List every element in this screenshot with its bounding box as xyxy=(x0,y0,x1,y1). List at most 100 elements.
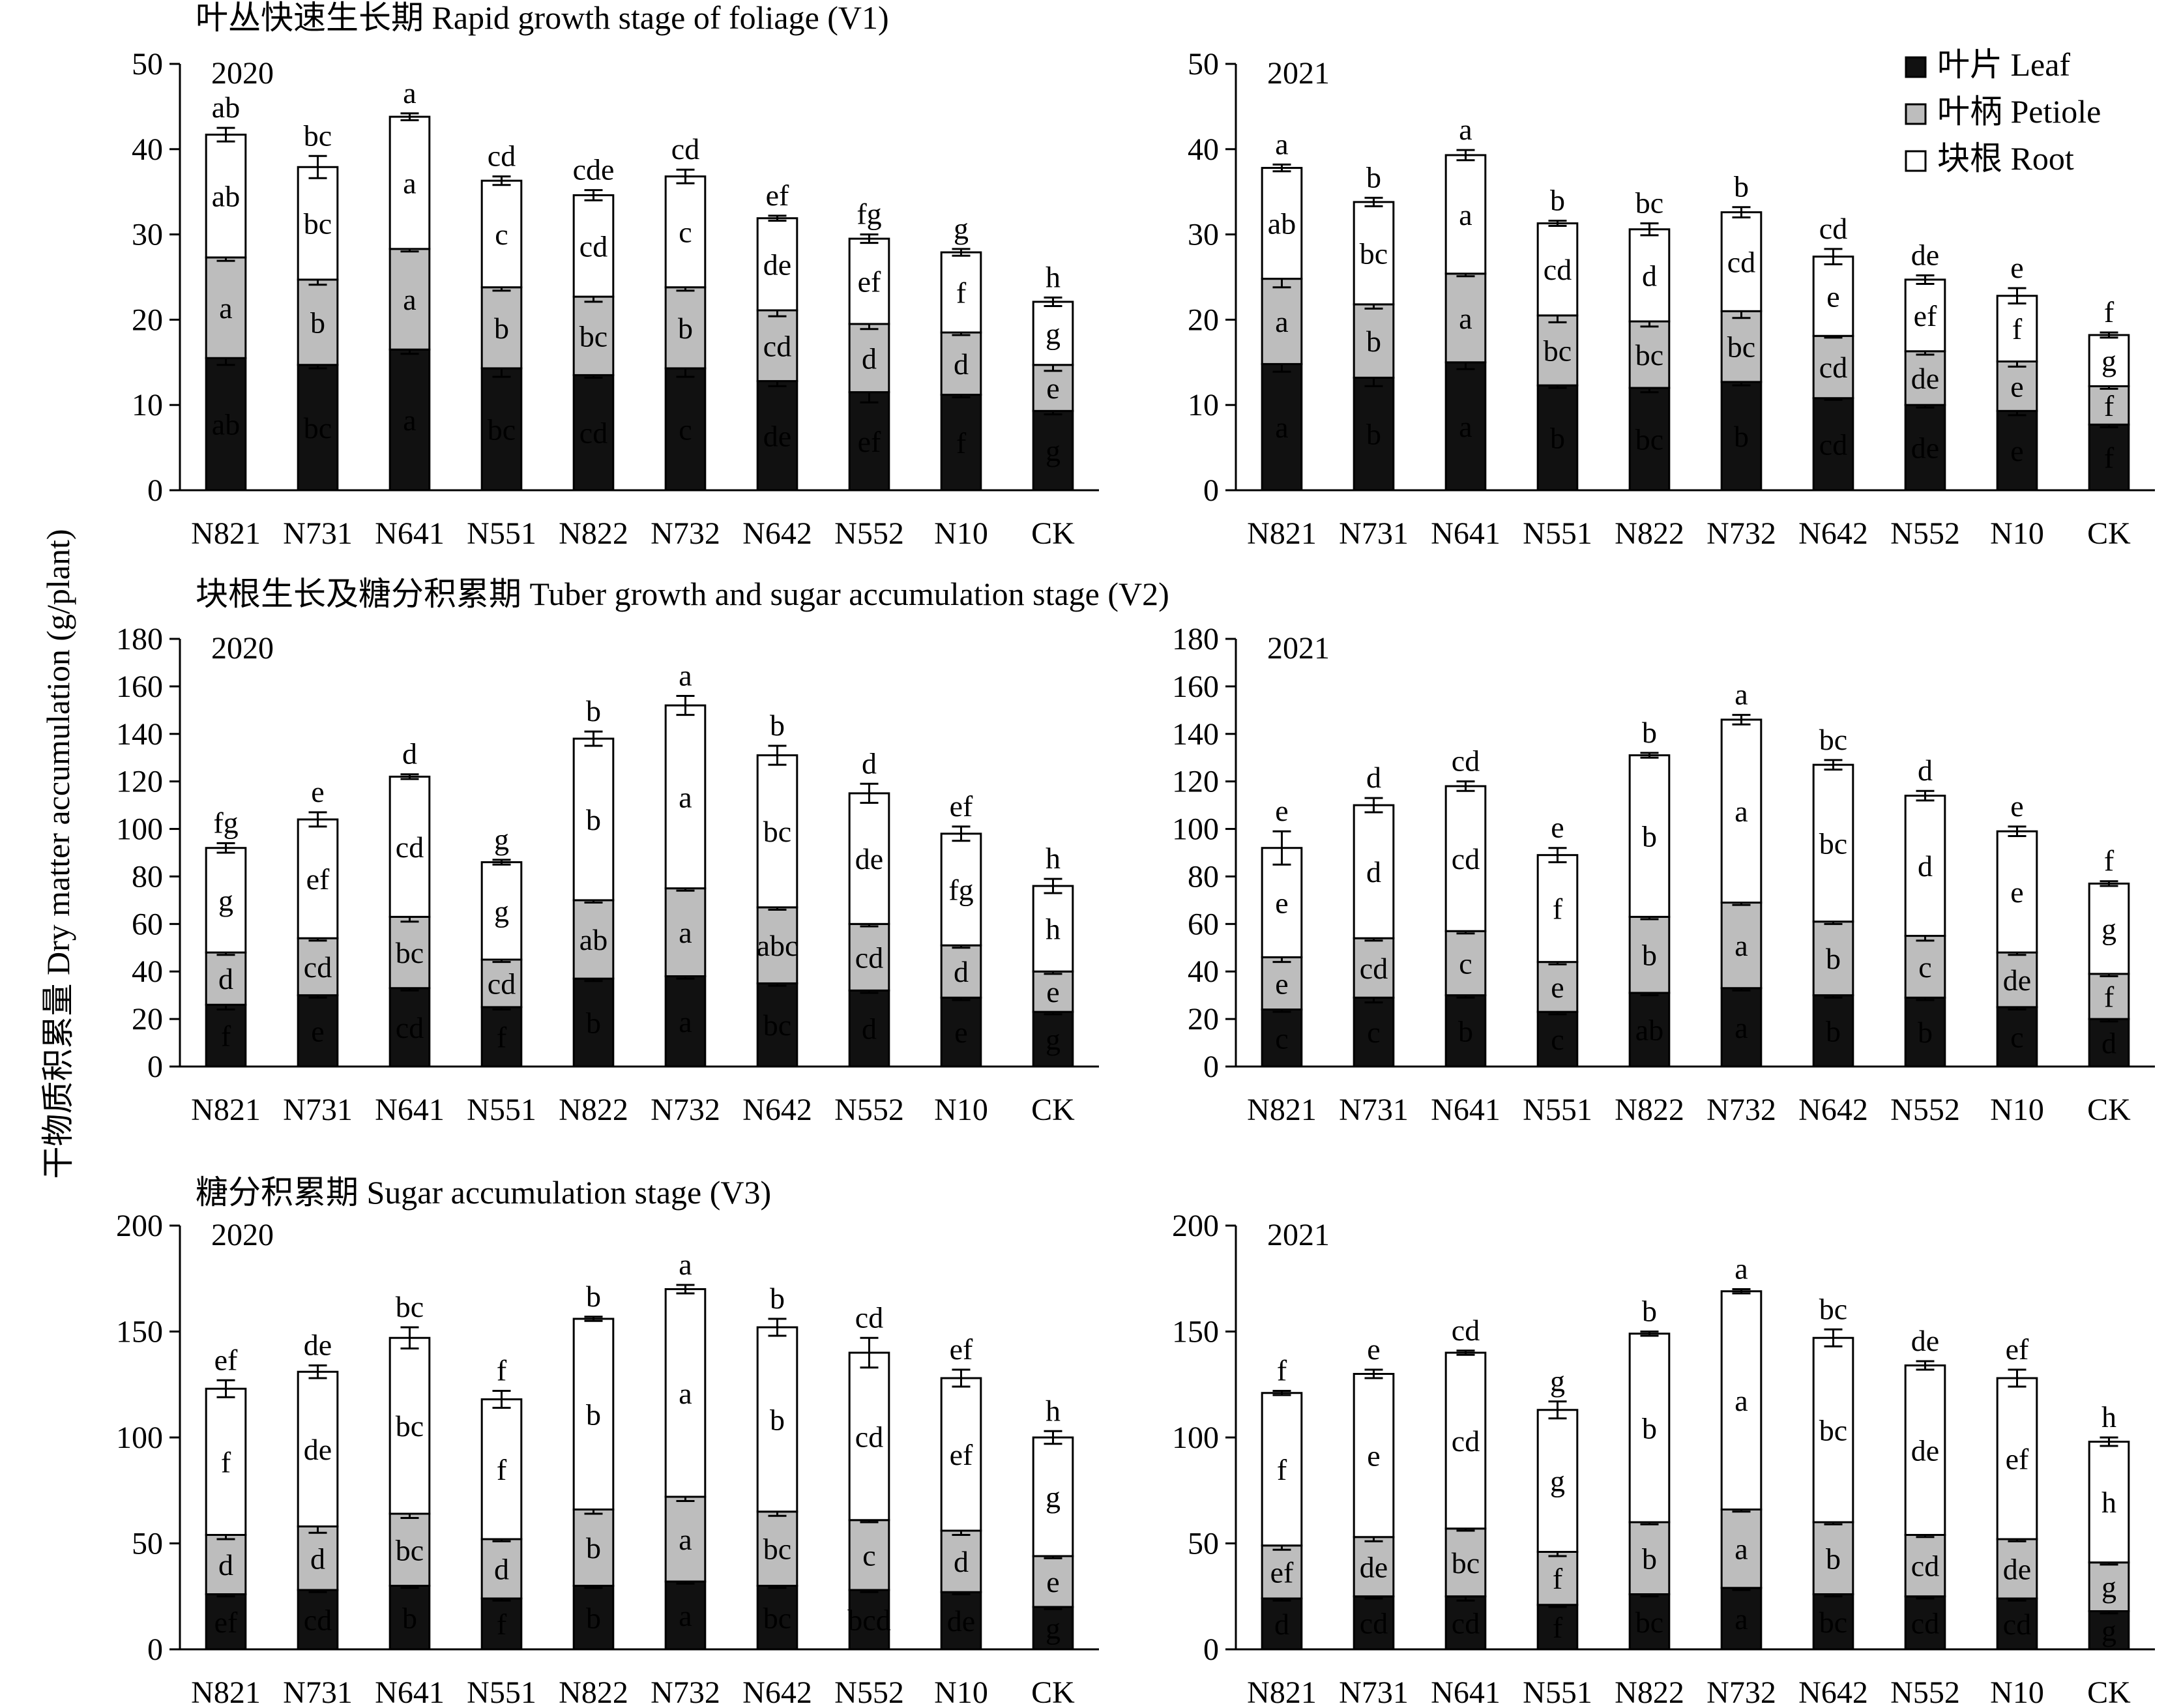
segment-letter-petiole: bc xyxy=(763,1533,791,1566)
x-tick-label: N551 xyxy=(467,1093,536,1127)
bar-stack: bc abc bc b xyxy=(757,709,798,1068)
segment-letter-root: ef xyxy=(950,1438,973,1471)
bar-stack: a a a a xyxy=(388,76,431,492)
segment-letter-leaf: g xyxy=(1046,1023,1061,1056)
x-tick-label: N552 xyxy=(1890,1093,1960,1127)
segment-letter-root: f xyxy=(956,276,967,310)
y-tick-label: 100 xyxy=(116,1421,163,1455)
bar-stack: c b c cd xyxy=(664,132,707,492)
bar-root xyxy=(480,179,523,289)
segment-letter-root: g xyxy=(2101,913,2116,946)
bar-stack: cd de e e xyxy=(1353,1333,1395,1651)
segment-letter-root: a xyxy=(1459,198,1472,231)
bar-root xyxy=(664,704,707,890)
segment-letter-petiole: b xyxy=(494,312,509,345)
year-label: 2021 xyxy=(1267,56,1330,91)
bar-root xyxy=(1536,1409,1579,1553)
segment-letter-root: cd xyxy=(579,229,607,263)
segment-letter-root: bc xyxy=(304,207,332,241)
segment-letter-petiole: d xyxy=(954,347,969,381)
segment-letter-petiole: d xyxy=(954,955,969,988)
total-letter: b xyxy=(1366,160,1381,194)
bar-stack: ef d f ef xyxy=(205,1343,247,1651)
total-letter: e xyxy=(2010,789,2023,823)
bar-petiole xyxy=(848,1519,890,1591)
segment-letter-leaf: f xyxy=(497,1020,507,1053)
x-tick-label: N731 xyxy=(1339,1093,1409,1127)
bar-stack: bc bc b b xyxy=(756,1282,798,1651)
x-tick-label: N821 xyxy=(1247,1093,1317,1127)
segment-letter-petiole: bc xyxy=(1544,334,1572,367)
bar-petiole xyxy=(297,278,339,366)
bar-petiole xyxy=(572,295,615,376)
stage-title-v2: 块根生长及糖分积累期 Tuber growth and sugar accumu… xyxy=(196,576,1169,612)
total-letter: cd xyxy=(671,132,699,166)
x-tick-label: N732 xyxy=(651,1093,720,1127)
total-letter: a xyxy=(679,658,692,692)
bar-petiole xyxy=(1032,970,1074,1013)
x-tick-label: N552 xyxy=(1890,516,1960,551)
bar-root xyxy=(297,166,339,281)
segment-letter-leaf: b xyxy=(1458,1014,1473,1048)
x-tick-label: N822 xyxy=(1615,1093,1684,1127)
bar-petiole xyxy=(1996,360,2038,412)
total-letter: ef xyxy=(950,789,973,823)
segment-letter-root: b xyxy=(586,1398,601,1431)
bar-stack: ab b b b xyxy=(1628,716,1671,1068)
x-tick-label: N732 xyxy=(1706,516,1776,551)
x-tick-label: N731 xyxy=(283,516,353,551)
chart-v2-2020: 0 20 40 60 80 100 120 140 160 180 2020 N821 N731 N641… xyxy=(116,622,1099,1127)
x-tick-label: N732 xyxy=(1706,1675,1776,1708)
segment-letter-leaf: d xyxy=(862,1012,877,1046)
segment-letter-root: g xyxy=(1046,1480,1061,1514)
y-tick-label: 50 xyxy=(132,47,163,81)
bar-petiole xyxy=(1904,1534,1946,1598)
segment-letter-petiole: a xyxy=(403,283,416,316)
y-tick-label: 180 xyxy=(1172,622,1219,656)
segment-letter-root: f xyxy=(1553,892,1563,926)
segment-letter-root: h xyxy=(1046,913,1061,946)
segment-letter-petiole: b xyxy=(1826,942,1841,975)
total-letter: b xyxy=(1734,170,1749,203)
segment-letter-leaf: f xyxy=(956,426,967,460)
y-tick-label: 120 xyxy=(1172,765,1219,799)
segment-letter-petiole: a xyxy=(679,1523,692,1556)
bar-leaf xyxy=(572,977,615,1068)
total-letter: cde xyxy=(573,153,615,186)
total-letter: f xyxy=(1277,1354,1287,1387)
bar-root xyxy=(1996,830,2038,954)
segment-letter-petiole: a xyxy=(219,291,232,325)
segment-letter-leaf: cd xyxy=(2003,1608,2031,1641)
segment-letter-leaf: cd xyxy=(1360,1606,1388,1640)
x-tick-label: N10 xyxy=(1990,1675,2044,1708)
bar-root xyxy=(2088,1441,2130,1564)
segment-letter-petiole: d xyxy=(494,1553,509,1586)
y-tick-label: 100 xyxy=(1172,812,1219,847)
chart-v3-2021: 0 50 100 150 200 2021 N821 N731 N641 N551 N822 N732… xyxy=(1172,1209,2155,1708)
bar-root xyxy=(1536,854,1579,964)
y-tick-label: 80 xyxy=(1188,859,1219,894)
bar-leaf xyxy=(205,1003,247,1068)
segment-letter-root: cd xyxy=(1452,1424,1480,1458)
total-letter: e xyxy=(1551,811,1564,844)
bar-root xyxy=(1904,795,1946,937)
total-letter: e xyxy=(1367,1333,1380,1366)
bar-root xyxy=(1720,211,1763,312)
segment-letter-leaf: cd xyxy=(396,1011,424,1044)
x-tick-label: N731 xyxy=(283,1093,353,1127)
bar-leaf xyxy=(756,1585,798,1651)
bar-petiole xyxy=(940,944,982,999)
total-letter: ef xyxy=(950,1333,973,1366)
segment-letter-root: e xyxy=(1367,1439,1380,1473)
segment-letter-petiole: b xyxy=(310,306,325,339)
segment-letter-leaf: c xyxy=(1551,1023,1564,1056)
segment-letter-leaf: g xyxy=(1046,434,1061,467)
stage-title-v3: 糖分积累期 Sugar accumulation stage (V3) xyxy=(196,1174,771,1211)
segment-letter-petiole: de xyxy=(2003,964,2031,997)
bar-root xyxy=(1261,847,1303,958)
y-tick-label: 40 xyxy=(1188,132,1219,167)
total-letter: de xyxy=(1911,238,1939,271)
x-tick-label: CK xyxy=(2087,1093,2131,1127)
